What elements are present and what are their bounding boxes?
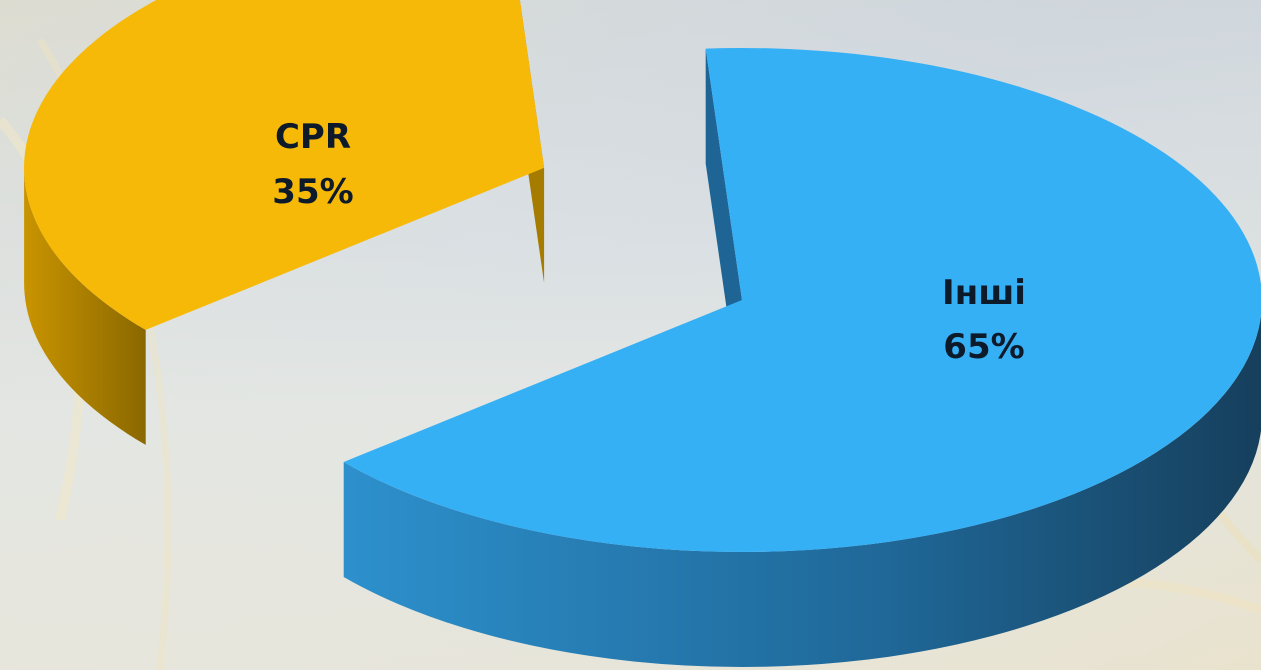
pie-slice-inshi-side [343, 314, 1261, 667]
pie-label-inshi-value: 65% [943, 327, 1024, 367]
pie-slice-inshi [343, 47, 1261, 667]
pie-slice-cpr-top [24, 0, 545, 330]
pie-slice-cpr [24, 0, 545, 445]
pie-label-inshi-name: Інші [942, 273, 1026, 313]
pie-slice-inshi-top [343, 47, 1261, 552]
pie-label-cpr-value: 35% [272, 172, 353, 212]
pie-label-cpr-name: CPR [275, 117, 351, 157]
pie-slice-cpr-side [24, 167, 146, 445]
